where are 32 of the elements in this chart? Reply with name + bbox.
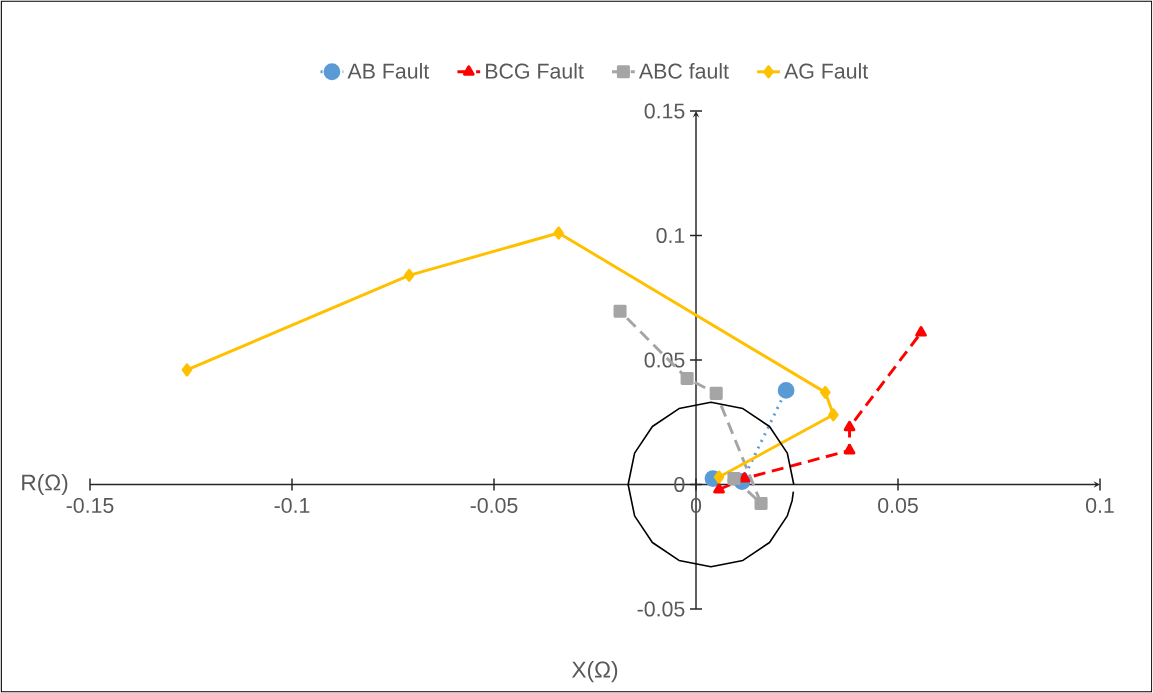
point xyxy=(828,408,839,422)
point xyxy=(613,304,627,318)
point xyxy=(843,420,856,432)
point xyxy=(843,443,856,455)
legend-label: ABC fault xyxy=(638,63,729,79)
x-tick-label: 0.1 xyxy=(1086,497,1114,513)
point xyxy=(181,363,193,377)
y-tick-label: 0.15 xyxy=(644,103,685,119)
x-tick-label: -0.15 xyxy=(66,497,114,513)
point xyxy=(680,371,694,385)
y-axis-title: R(Ω) xyxy=(22,473,68,496)
x-tick-label: -0.1 xyxy=(274,497,310,513)
point xyxy=(820,385,831,399)
point xyxy=(713,470,725,484)
y-tick-label: 0.05 xyxy=(644,352,685,368)
line-series xyxy=(627,401,795,568)
y-tick-label: -0.05 xyxy=(637,601,685,617)
x-tick-label: 0.05 xyxy=(878,497,918,513)
legend-label: AB Fault xyxy=(347,63,430,79)
x-tick-label: -0.05 xyxy=(470,497,518,513)
legend-label: AG Fault xyxy=(784,63,869,79)
point xyxy=(754,496,768,510)
x-axis-title: X(Ω) xyxy=(571,661,618,683)
point xyxy=(727,471,741,486)
point xyxy=(403,268,415,282)
point xyxy=(777,381,795,399)
point xyxy=(553,226,564,240)
point xyxy=(915,326,927,337)
point xyxy=(713,482,725,494)
y-tick-label: 0.1 xyxy=(656,227,685,244)
legend-label: BCG Fault xyxy=(486,63,584,79)
point xyxy=(709,386,723,400)
